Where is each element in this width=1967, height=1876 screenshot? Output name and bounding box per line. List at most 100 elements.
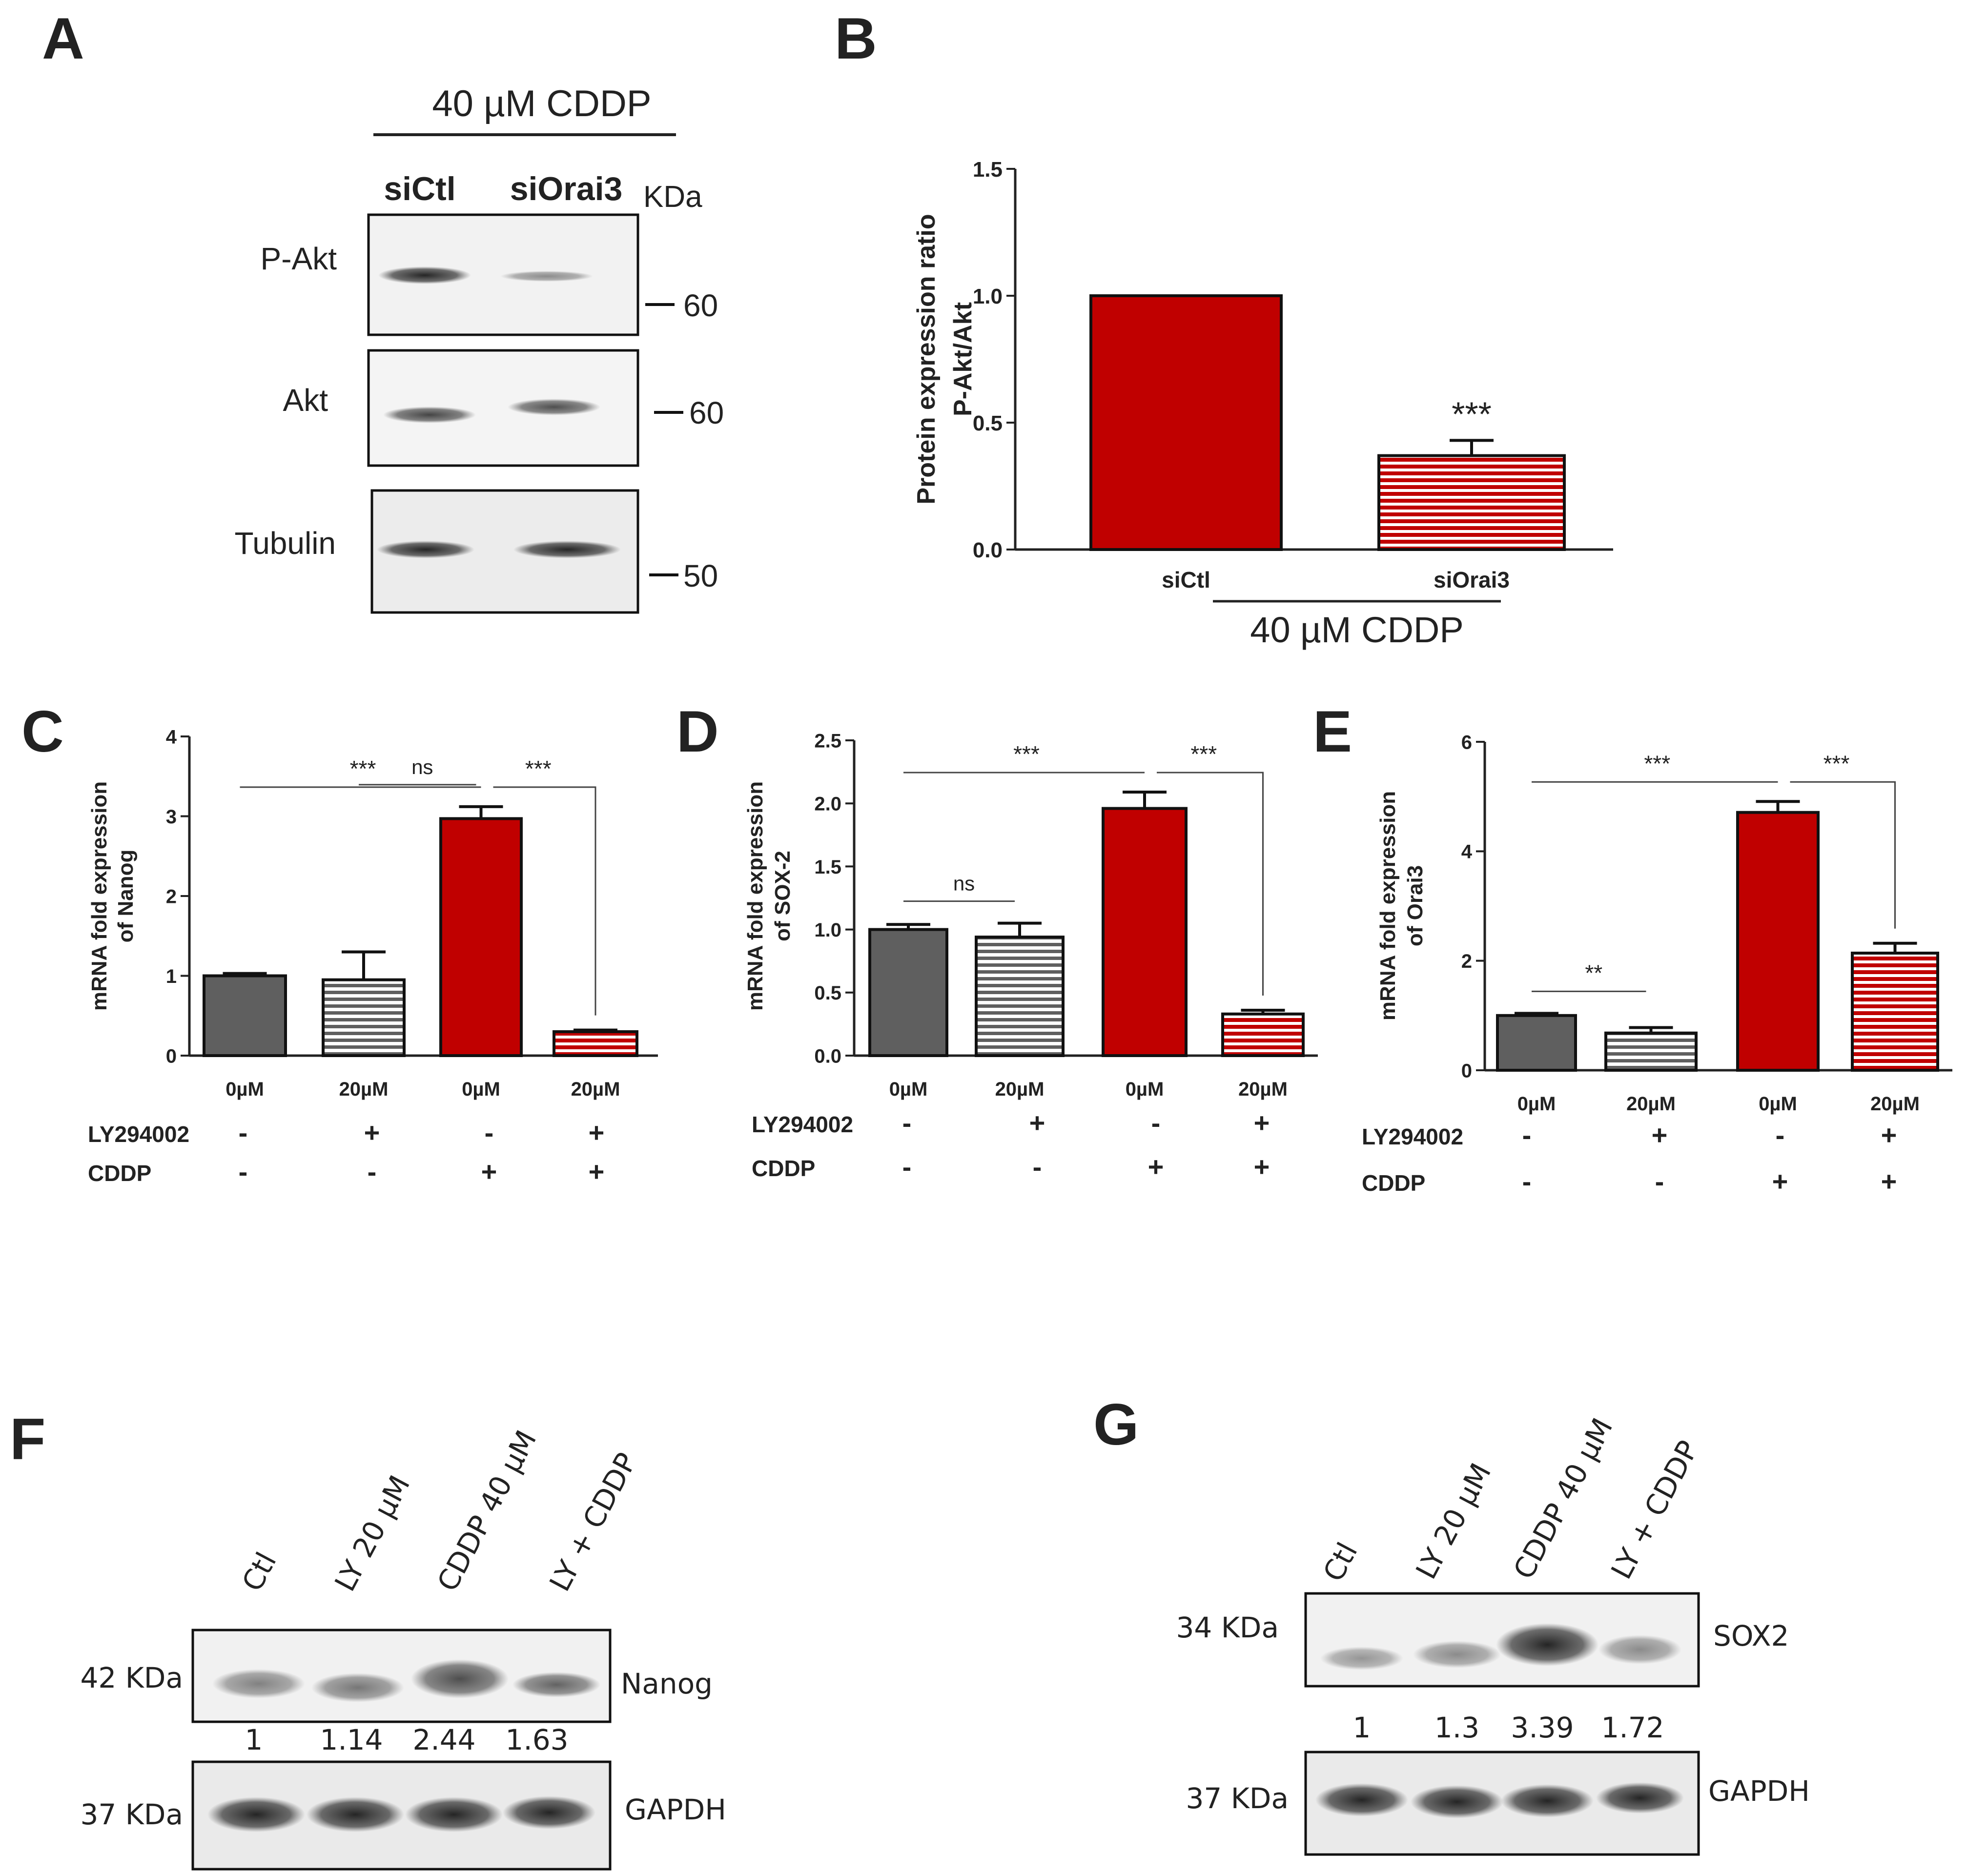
condition-sign: + <box>481 1156 497 1187</box>
panel-g-kda-gapdh: 37 KDa <box>1186 1782 1289 1815</box>
condition-name: CDDP <box>752 1156 815 1181</box>
category-label: siCtl <box>1162 567 1210 592</box>
panel-a-label-pakt: P-Akt <box>261 241 337 276</box>
panel-f-protein-nanog: Nanog <box>621 1667 713 1700</box>
y-tick-label: 1.5 <box>814 856 841 878</box>
y-tick-label: 3 <box>166 806 177 828</box>
blot-band <box>1501 1784 1594 1817</box>
condition-sign: + <box>1652 1120 1668 1150</box>
significance-label: *** <box>1013 741 1040 767</box>
significance-label: *** <box>350 756 376 781</box>
category-label: 0µM <box>225 1079 264 1100</box>
bar <box>1736 811 1820 1072</box>
y-tick-label: 0 <box>1461 1060 1472 1081</box>
condition-sign: - <box>1522 1120 1532 1150</box>
panel-a-kda-header: KDa <box>643 180 702 214</box>
y-tick-label: 0 <box>166 1045 177 1067</box>
blot-band <box>513 541 621 558</box>
panel-a-western-blot: 40 µM CDDP siCtl siOrai3 KDa P-Akt 60 Ak… <box>234 83 724 614</box>
condition-sign: + <box>589 1117 605 1148</box>
panel-f-western-blot: Ctl LY 20 µM CDDP 40 µM LY + CDDP 42 KDa… <box>81 1425 726 1871</box>
y-axis-label: mRNA fold expression <box>87 781 111 1011</box>
y-axis-label: of SOX-2 <box>771 851 795 941</box>
blot-band <box>411 1659 509 1698</box>
category-label: 0µM <box>889 1079 928 1100</box>
y-tick-label: 2.0 <box>814 794 841 815</box>
significance-label: ns <box>411 755 433 778</box>
bar-charts: 0.0 0.5 1.0 1.5 Protein expression ratio P-Ak… <box>87 158 1952 1197</box>
panel-g-lane-2: CDDP 40 µM <box>1507 1413 1619 1585</box>
panel-a-marker-pakt: 60 <box>683 288 718 323</box>
panel-a-lane-siorai3: siOrai3 <box>510 170 623 207</box>
bar <box>203 974 287 1057</box>
y-tick-label: 0.0 <box>973 538 1003 562</box>
condition-sign: - <box>902 1107 912 1138</box>
y-tick-label: 1.0 <box>973 285 1003 308</box>
panel-letter-a: A <box>42 6 84 71</box>
y-axis-label: of Orai3 <box>1403 865 1427 946</box>
y-tick-label: 2 <box>166 886 177 907</box>
blot-band <box>508 399 600 415</box>
blot-band <box>405 1797 503 1832</box>
panel-a-marker-tubulin: 50 <box>683 558 718 593</box>
significance-bracket <box>493 786 596 1016</box>
bar <box>1496 1014 1577 1072</box>
panel-g-quant-1: 1.3 <box>1434 1711 1479 1744</box>
condition-sign: + <box>1029 1107 1045 1138</box>
condition-sign: + <box>1881 1166 1897 1197</box>
panel-f-lane-3: LY + CDDP <box>543 1448 643 1597</box>
bar <box>1221 1012 1305 1058</box>
blot-band <box>512 1672 600 1697</box>
condition-sign: - <box>1033 1151 1042 1182</box>
condition-sign: - <box>485 1117 494 1148</box>
panel-f-lane-2: CDDP 40 µM <box>430 1425 543 1597</box>
condition-sign: - <box>1655 1166 1664 1197</box>
panel-g-lane-0: Ctl <box>1316 1537 1364 1587</box>
blot-band <box>1413 1641 1501 1668</box>
bar <box>1604 1031 1698 1072</box>
category-label: 0µM <box>1759 1093 1797 1115</box>
panel-a-lane-sictl: siCtl <box>384 170 455 207</box>
condition-sign: + <box>1254 1151 1270 1182</box>
blot-band <box>1315 1783 1408 1816</box>
significance-label: *** <box>1644 751 1670 776</box>
bar <box>1851 951 1939 1072</box>
condition-sign: + <box>1254 1107 1270 1138</box>
significance-label: *** <box>1824 751 1850 776</box>
y-tick-label: 0.5 <box>973 411 1003 435</box>
y-tick-label: 2 <box>1461 951 1472 972</box>
y-axis-label: of Nanog <box>114 850 138 943</box>
panel-a-marker-akt: 60 <box>689 395 724 430</box>
condition-name: CDDP <box>1362 1170 1425 1196</box>
y-tick-label: 2.5 <box>814 730 841 752</box>
panel-letter-b: B <box>835 6 877 71</box>
condition-sign: - <box>1522 1166 1532 1197</box>
panel-a-label-akt: Akt <box>283 383 328 418</box>
significance-label: *** <box>525 756 552 781</box>
panel-f-kda-nanog: 42 KDa <box>81 1661 183 1694</box>
significance-label: ns <box>953 872 975 895</box>
panel-f-quant-3: 1.63 <box>505 1723 568 1756</box>
blot-band <box>212 1669 305 1698</box>
blot-band <box>500 271 593 282</box>
blot-band <box>1320 1647 1403 1670</box>
group-label: 40 µM CDDP <box>1250 610 1463 650</box>
bar <box>868 928 948 1057</box>
category-label: 0µM <box>1126 1079 1164 1100</box>
panel-letter-c: C <box>21 699 64 764</box>
panel-g-lane-1: LY 20 µM <box>1409 1458 1497 1584</box>
bar <box>553 1030 638 1057</box>
bar <box>439 817 523 1058</box>
significance-bracket <box>1790 781 1896 929</box>
blot-band <box>1596 1782 1684 1814</box>
y-tick-label: 1.5 <box>973 158 1003 182</box>
category-label: 20µM <box>1626 1093 1676 1115</box>
condition-sign: + <box>1148 1151 1164 1182</box>
condition-sign: - <box>239 1117 248 1148</box>
condition-sign: - <box>368 1156 377 1187</box>
blot-band <box>311 1673 404 1702</box>
y-tick-label: 0.0 <box>814 1045 841 1067</box>
y-tick-label: 0.5 <box>814 982 841 1004</box>
panel-f-quant-1: 1.14 <box>320 1723 383 1756</box>
